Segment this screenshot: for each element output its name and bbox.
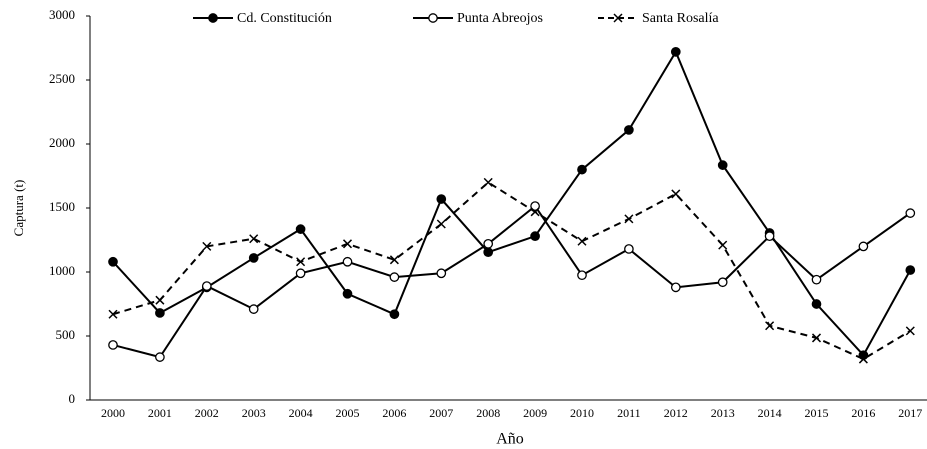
- point: [905, 208, 916, 218]
- point: [248, 253, 259, 263]
- x-tick-label: 2009: [523, 406, 547, 420]
- point: [670, 282, 681, 293]
- point: [811, 299, 822, 309]
- y-tick-label: 3000: [49, 7, 75, 22]
- x-tick-label: 2014: [758, 406, 782, 420]
- series-line: [112, 49, 912, 357]
- point: [389, 309, 400, 320]
- x-tick-label: 2006: [382, 406, 406, 420]
- point: [530, 207, 540, 217]
- legend-label: Santa Rosalía: [642, 11, 719, 26]
- point: [108, 309, 118, 319]
- point: [577, 270, 587, 281]
- point: [717, 277, 728, 288]
- legend-marker: [613, 13, 623, 23]
- point: [155, 352, 165, 362]
- point: [389, 272, 400, 282]
- x-tick-label: 2016: [851, 406, 875, 420]
- point: [670, 46, 681, 57]
- point: [296, 257, 306, 267]
- legend-label: Cd. Constitución: [237, 11, 332, 26]
- point: [202, 241, 212, 251]
- point: [577, 164, 587, 175]
- point: [295, 224, 306, 234]
- x-tick-label: 2017: [898, 406, 922, 420]
- x-tick-label: 2002: [195, 406, 219, 420]
- point: [342, 288, 353, 299]
- point: [108, 340, 118, 350]
- point: [155, 295, 165, 305]
- point: [295, 268, 306, 279]
- point: [530, 231, 540, 242]
- point: [858, 354, 868, 364]
- legend-marker: [208, 13, 218, 23]
- x-tick-label: 2011: [617, 406, 641, 420]
- point: [671, 189, 681, 199]
- y-tick-label: 500: [56, 327, 76, 342]
- point: [483, 177, 493, 187]
- legend-marker: [428, 13, 438, 23]
- point: [155, 308, 165, 318]
- point: [389, 255, 399, 265]
- y-axis-title: Captura (t): [11, 180, 26, 237]
- y-tick-label: 1000: [49, 263, 75, 278]
- x-axis-title: Año: [496, 431, 524, 448]
- series-line: [112, 204, 911, 359]
- point: [577, 236, 587, 246]
- point: [483, 247, 494, 258]
- point: [436, 194, 447, 204]
- point: [249, 234, 259, 244]
- point: [765, 321, 775, 331]
- point: [717, 160, 728, 170]
- y-tick-label: 0: [69, 391, 76, 406]
- point: [483, 238, 494, 249]
- point: [201, 281, 212, 291]
- y-tick-label: 2500: [49, 71, 75, 86]
- point: [530, 201, 540, 211]
- point: [624, 214, 634, 224]
- x-tick-label: 2015: [805, 406, 829, 420]
- point: [905, 265, 916, 275]
- point: [624, 244, 634, 254]
- point: [811, 333, 822, 343]
- y-tick-label: 1500: [49, 199, 75, 214]
- point: [905, 326, 915, 336]
- point: [342, 239, 353, 249]
- point: [764, 231, 775, 242]
- x-tick-label: 2003: [242, 406, 266, 420]
- x-tick-label: 2007: [429, 406, 453, 420]
- point: [811, 274, 822, 285]
- point: [624, 125, 634, 135]
- point: [436, 268, 447, 279]
- point: [718, 240, 728, 250]
- point: [108, 256, 118, 267]
- point: [436, 219, 446, 229]
- point: [248, 304, 259, 314]
- x-tick-label: 2001: [148, 406, 172, 420]
- legend-label: Punta Abreojos: [457, 11, 543, 26]
- point: [858, 241, 869, 252]
- x-tick-label: 2010: [570, 406, 594, 420]
- series-line: [112, 181, 911, 361]
- x-tick-label: 2004: [289, 406, 313, 420]
- y-tick-label: 2000: [49, 135, 75, 150]
- x-tick-label: 2005: [336, 406, 360, 420]
- x-tick-label: 2013: [711, 406, 735, 420]
- point: [342, 256, 353, 267]
- x-tick-label: 2000: [101, 406, 125, 420]
- x-tick-label: 2012: [664, 406, 688, 420]
- x-tick-label: 2008: [476, 406, 500, 420]
